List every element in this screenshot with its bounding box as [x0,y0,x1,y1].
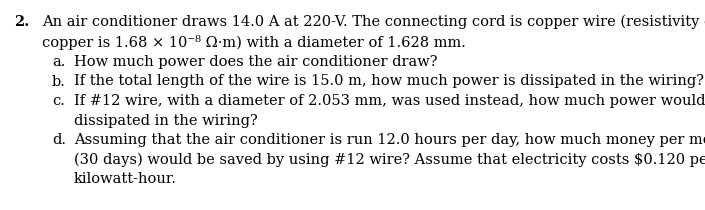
Text: c.: c. [52,94,65,108]
Text: d.: d. [52,133,66,147]
Text: An air conditioner draws 14.0 A at 220-V. The connecting cord is copper wire (re: An air conditioner draws 14.0 A at 220-V… [42,15,705,29]
Text: If #12 wire, with a diameter of 2.053 mm, was used instead, how much power would: If #12 wire, with a diameter of 2.053 mm… [74,94,705,108]
Text: a.: a. [52,55,66,69]
Text: (30 days) would be saved by using #12 wire? Assume that electricity costs $0.120: (30 days) would be saved by using #12 wi… [74,152,705,167]
Text: dissipated in the wiring?: dissipated in the wiring? [74,113,258,127]
Text: How much power does the air conditioner draw?: How much power does the air conditioner … [74,55,438,69]
Text: kilowatt-hour.: kilowatt-hour. [74,172,177,186]
Text: If the total length of the wire is 15.0 m, how much power is dissipated in the w: If the total length of the wire is 15.0 … [74,75,704,88]
Text: 2.: 2. [14,15,29,29]
Text: copper is 1.68 × 10⁻⁸ Ω·m) with a diameter of 1.628 mm.: copper is 1.68 × 10⁻⁸ Ω·m) with a diamet… [42,34,466,50]
Text: Assuming that the air conditioner is run 12.0 hours per day, how much money per : Assuming that the air conditioner is run… [74,133,705,147]
Text: b.: b. [52,75,66,88]
